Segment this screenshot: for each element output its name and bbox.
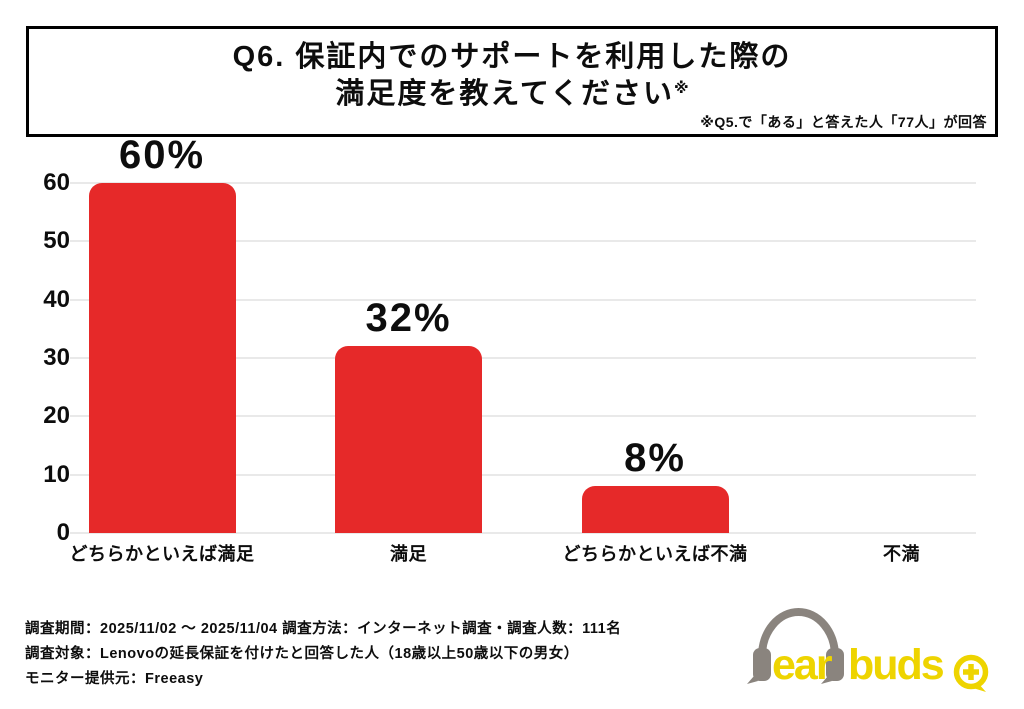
bar-value-label: 8% bbox=[624, 436, 686, 481]
title-footnote-marker: ※ bbox=[674, 80, 689, 97]
gridline bbox=[70, 473, 976, 476]
y-axis-tick-label: 0 bbox=[56, 519, 70, 546]
x-axis-category-label: どちらかといえば不満 bbox=[562, 544, 748, 564]
logo-text-buds: buds bbox=[848, 641, 944, 689]
bar-value-label: 60% bbox=[118, 133, 206, 177]
x-axis-category-label: 満足 bbox=[390, 544, 427, 564]
plus-icon bbox=[953, 654, 989, 692]
headphones-icon bbox=[747, 608, 844, 684]
earbuds-plus-logo: ear buds bbox=[747, 608, 989, 692]
y-axis-tick-label: 40 bbox=[43, 285, 70, 313]
x-axis-category-label: どちらかといえば満足 bbox=[69, 544, 255, 564]
gridline bbox=[70, 298, 976, 301]
bar-3 bbox=[581, 486, 729, 533]
y-axis-tick-label: 20 bbox=[43, 402, 70, 430]
page-title-line2: 満足度を教えてください※ bbox=[335, 78, 689, 110]
bar-value-label: 32% bbox=[365, 296, 452, 341]
page-title-line1: Q6. 保証内でのサポートを利用した際の bbox=[232, 41, 792, 73]
y-axis-tick-label: 60 bbox=[43, 169, 70, 196]
survey-target: 調査対象：Lenovoの延長保証を付けたと回答した人（18歳以上50歳以下の男女… bbox=[25, 646, 579, 662]
x-axis-category-label: 不満 bbox=[883, 544, 920, 564]
y-axis-tick-label: 30 bbox=[43, 344, 70, 371]
gridline bbox=[70, 240, 976, 243]
gridline bbox=[70, 415, 976, 418]
gridline bbox=[70, 357, 976, 359]
title-box: Q6. 保証内でのサポートを利用した際の 満足度を教えてください※ ※Q5.で「… bbox=[26, 26, 998, 137]
y-axis-tick-label: 50 bbox=[43, 227, 70, 255]
gridline bbox=[70, 532, 976, 534]
survey-monitor-provider: モニター提供元：Freeasy bbox=[25, 671, 204, 687]
bar-1 bbox=[88, 183, 236, 533]
bar-2 bbox=[335, 346, 482, 533]
gridline bbox=[70, 182, 976, 184]
y-axis-tick-label: 10 bbox=[43, 460, 70, 488]
survey-period-method: 調査期間：2025/11/02 ～ 2025/11/04 調査方法：インターネッ… bbox=[25, 621, 622, 637]
survey-details: 調査期間：2025/11/02 ～ 2025/11/04 調査方法：インターネッ… bbox=[25, 617, 621, 692]
bar-chart: 0 10 20 30 40 50 60 60% どちらかといえば満足 32% 満足 8% どちらかといえ… bbox=[0, 133, 1024, 564]
logo-text-ear: ear bbox=[772, 641, 833, 689]
respondent-note: ※Q5.で「ある」と答えた人「77人」が回答 bbox=[700, 114, 987, 130]
